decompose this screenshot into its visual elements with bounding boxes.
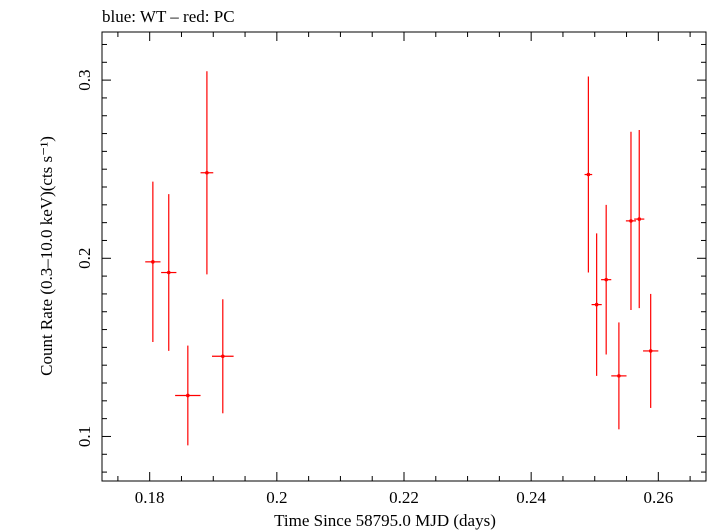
data-point [643,293,659,408]
point-marker [166,270,171,275]
data-point [175,345,201,446]
x-tick-label: 0.2 [266,488,287,507]
x-axis-ticks: 0.18 0.2 0.22 0.24 0.26 [117,32,691,507]
data-point [591,233,602,376]
point-marker [637,217,642,221]
y-axis-label: Count Rate (0.3–10.0 keV)(cts s⁻¹) [37,136,56,376]
point-marker [604,277,608,282]
y-tick-label: 0.3 [75,69,94,90]
data-point [584,76,593,273]
data-point [634,129,645,309]
y-tick-label: 0.2 [75,248,94,269]
x-tick-label: 0.22 [389,488,419,507]
point-marker [594,302,599,307]
data-point [601,204,612,355]
data-points [145,71,659,446]
point-marker [221,354,225,359]
x-tick-label: 0.26 [643,488,673,507]
plot-frame [101,31,707,482]
x-tick-label: 0.18 [135,488,165,507]
point-marker [648,349,653,353]
data-point [145,181,161,343]
data-point [200,71,214,275]
chart-title: blue: WT – red: PC [102,7,235,26]
x-axis-label: Time Since 58795.0 MJD (days) [274,511,496,530]
y-axis-ticks: 0.1 0.2 0.3 [75,43,706,473]
x-tick-label: 0.24 [516,488,546,507]
point-marker [629,219,633,223]
data-point [625,131,637,310]
data-point [611,322,627,430]
point-marker [617,374,621,378]
point-marker [186,393,190,398]
point-marker [151,260,155,264]
data-point [211,299,234,414]
point-marker [205,170,209,175]
y-tick-label: 0.1 [75,426,94,447]
point-marker [586,172,591,177]
data-point [161,194,177,351]
